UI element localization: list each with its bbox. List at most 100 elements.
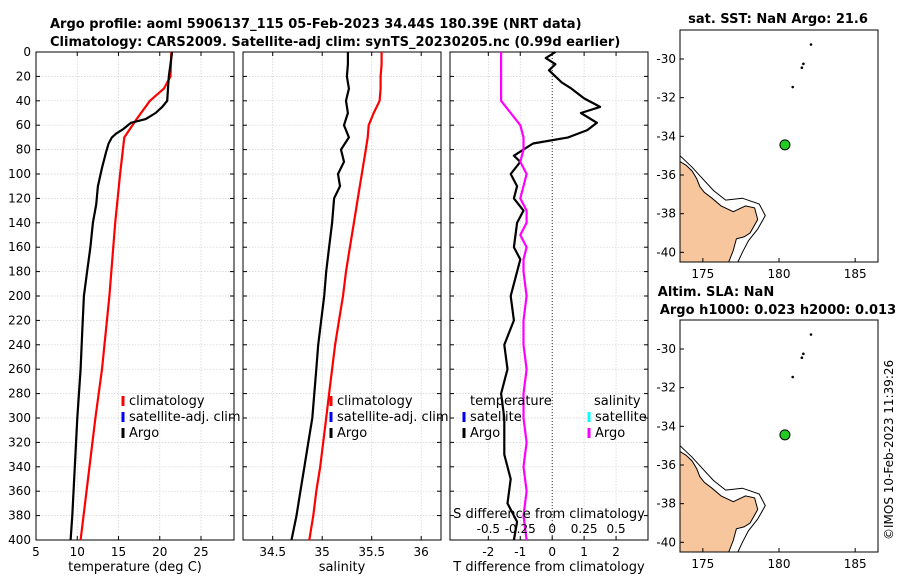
map-x-tick-label: 180 (768, 557, 791, 571)
y-tick-label: 160 (8, 240, 31, 254)
y-tick-label: 40 (16, 94, 31, 108)
figure-title-line2: Climatology: CARS2009. Satellite-adj cli… (50, 35, 620, 50)
map-y-tick-label: -36 (656, 168, 676, 182)
legend-label: Argo (129, 426, 159, 441)
y-tick-label: 280 (8, 387, 31, 401)
sst-map-panel: 175 180 185 -30 -32 -34 -36 -38 -40 sat. SST: NaN… (656, 12, 879, 281)
x-tick-label: 20 (152, 545, 167, 559)
land-new-zealand (679, 450, 759, 553)
x-tick-label: 1 (580, 545, 588, 559)
map-y-tick-label: -38 (656, 207, 676, 221)
x-tick-label: 2 (612, 545, 620, 559)
y-tick-label: 320 (8, 435, 31, 449)
legend-label: satellite-adj. clim (129, 410, 241, 425)
map-y-tick-label: -38 (656, 497, 676, 511)
figure-title-line1: Argo profile: aoml 5906137_115 05-Feb-20… (50, 17, 582, 32)
series-line-argo (290, 52, 350, 541)
map-y-tick-label: -30 (656, 52, 676, 66)
legend-label: satellite (470, 410, 522, 425)
map-title: Altim. SLA: NaN (658, 285, 774, 300)
top-axis-label: S difference from climatology (453, 507, 645, 522)
island-marker (809, 333, 813, 336)
bathymetry-contour (679, 155, 766, 263)
y-tick-label: 120 (8, 191, 31, 205)
top-tick-label: 0.5 (607, 522, 626, 536)
series-line-climatology (79, 51, 173, 541)
top-tick-label: -0.25 (505, 522, 536, 536)
x-tick-label: 36 (414, 545, 429, 559)
bathymetry-contour (679, 445, 766, 553)
map-x-tick-label: 175 (691, 557, 714, 571)
argo-position-marker (779, 429, 791, 441)
top-tick-label: -0.5 (477, 522, 500, 536)
map-y-tick-label: -32 (656, 381, 676, 395)
map-y-tick-label: -40 (656, 535, 676, 549)
y-tick-label: 220 (8, 313, 31, 327)
island-marker (800, 66, 804, 69)
map-x-tick-label: 185 (844, 557, 867, 571)
x-axis-label: salinity (319, 560, 366, 575)
y-tick-label: 200 (8, 289, 31, 303)
x-tick-label: 35 (315, 545, 330, 559)
y-tick-label: 300 (8, 411, 31, 425)
x-tick-label: 10 (70, 545, 85, 559)
imos-watermark: ©IMOS 10-Feb-2023 11:39:26 (882, 360, 896, 540)
map-subtitle: Argo h1000: 0.023 h2000: 0.013 (660, 303, 896, 318)
map-y-tick-label: -36 (656, 458, 676, 472)
island-marker (800, 356, 804, 360)
legend-label: Argo (337, 426, 367, 441)
temperature-panel: 0 20 40 60 80 100 120 140 160 180 200 220 240 260 280 3… (8, 45, 241, 575)
map-x-tick-label: 175 (691, 267, 714, 281)
y-tick-label: 100 (8, 167, 31, 181)
legend-title-salinity: salinity (594, 394, 641, 409)
y-tick-label: 380 (8, 509, 31, 523)
map-y-tick-label: -34 (656, 419, 676, 433)
y-tick-label: 360 (8, 484, 31, 498)
series-line-argo (69, 51, 174, 541)
map-y-tick-label: -32 (656, 91, 676, 105)
x-tick-label: 34.5 (259, 545, 286, 559)
y-tick-label: 60 (16, 118, 31, 132)
map-title: sat. SST: NaN Argo: 21.6 (688, 12, 868, 27)
series-line-s-difference-argo (500, 52, 528, 541)
legend-label: Argo (470, 426, 500, 441)
map-y-tick-label: -40 (656, 245, 676, 259)
x-axis-label: T difference from climatology (452, 560, 645, 575)
series-line-t-difference-argo (500, 51, 602, 541)
legend-label: climatology (129, 394, 205, 409)
top-tick-label: 0 (548, 522, 556, 536)
y-tick-label: 80 (16, 143, 31, 157)
map-x-tick-label: 180 (768, 267, 791, 281)
y-tick-label: 240 (8, 338, 31, 352)
sla-map-panel: 175 180 185 -30 -32 -34 -36 -38 -40 Altim. SLA: N… (656, 285, 896, 571)
map-y-tick-label: -34 (656, 129, 676, 143)
map-x-tick-label: 185 (844, 267, 867, 281)
x-tick-label: 35.5 (358, 545, 385, 559)
island-marker (791, 85, 795, 89)
y-tick-label: 0 (23, 45, 31, 59)
series-line-climatology (308, 52, 383, 541)
island-marker (802, 62, 805, 66)
island-marker (802, 352, 805, 356)
legend-label: climatology (337, 394, 413, 409)
land-new-zealand (679, 160, 759, 263)
x-tick-label: 5 (32, 545, 40, 559)
legend-label: satellite (595, 410, 647, 425)
y-tick-label: 340 (8, 460, 31, 474)
legend-title-temperature: temperature (470, 394, 552, 409)
difference-panel: -2 -1 0 1 2T difference from climatology -0.5… (449, 51, 649, 575)
y-tick-label: 400 (8, 533, 31, 547)
x-tick-label: 15 (111, 545, 126, 559)
y-tick-label: 180 (8, 265, 31, 279)
x-tick-label: 25 (193, 545, 208, 559)
x-axis-label: temperature (deg C) (68, 560, 202, 575)
x-tick-label: -2 (482, 545, 494, 559)
island-marker (791, 375, 795, 379)
y-tick-label: 20 (16, 69, 31, 83)
x-tick-label: -1 (514, 545, 526, 559)
legend-label: Argo (595, 426, 625, 441)
island-marker (809, 43, 813, 46)
map-y-tick-label: -30 (656, 342, 676, 356)
legend-label: satellite-adj. clim (337, 410, 449, 425)
